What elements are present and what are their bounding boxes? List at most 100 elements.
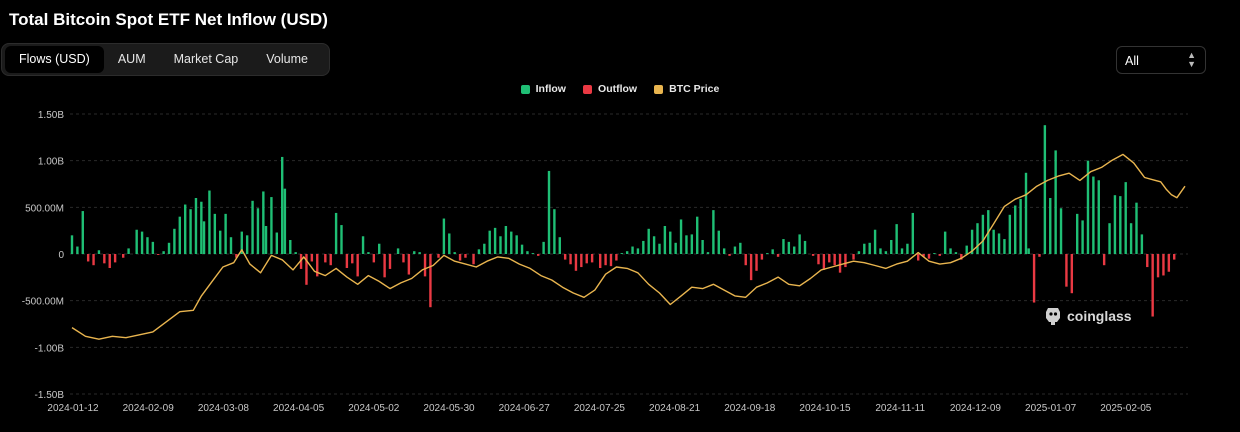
x-tick-label: 2024-11-11 [875,403,925,414]
inflow-bar [771,249,774,254]
outflow-bar [383,254,386,278]
x-tick-label: 2025-02-05 [1100,403,1152,414]
inflow-bar [367,252,370,254]
legend-item-btc-price[interactable]: BTC Price [654,83,719,95]
inflow-bar [493,227,497,254]
btc-price-line [71,153,1186,340]
inflow-bar [992,229,995,254]
inflow-bar [1054,150,1057,254]
inflow-bar [1081,220,1084,254]
inflow-bar [1124,182,1127,254]
inflow-bar [722,248,726,254]
inflow-bar [200,201,203,254]
inflow-bar [173,228,176,254]
outflow-swatch [583,84,593,94]
tab-aum[interactable]: AUM [117,52,146,66]
inflow-bar [981,214,985,254]
inflow-bar [733,246,737,254]
inflow-bar [477,249,481,254]
inflow-bar [900,248,904,254]
outflow-bar [609,254,613,267]
y-tick-label: 1.50B [38,110,64,121]
inflow-bar [857,251,861,254]
outflow-bar [580,254,583,268]
inflow-bar [642,240,645,254]
inflow-bar [679,219,683,254]
x-tick-label: 2024-06-27 [499,403,551,414]
coinglass-logo-icon [1046,308,1060,325]
inflow-bar [879,248,882,254]
inflow-bar [70,235,74,254]
inflow-bar [739,242,742,254]
inflow-bar [701,240,704,254]
inflow-bar [943,231,947,254]
outflow-bar [316,254,319,277]
time-range-select[interactable]: All ▲ ▼ [1116,46,1206,74]
outflow-bar [615,254,618,261]
inflow-bar [151,241,155,254]
x-tick-label: 2024-07-25 [574,403,626,414]
inflow-bar [194,198,198,254]
outflow-bar [157,254,160,255]
outflow-bar [122,254,125,258]
outflow-bar [604,254,607,266]
inflow-bar [1003,239,1006,254]
outflow-bar [760,254,764,260]
inflow-bar [658,243,661,254]
x-tick-label: 2024-09-18 [724,403,776,414]
inflow-bar [1140,234,1144,254]
inflow-bar [970,229,974,254]
inflow-bar [504,226,508,254]
inflow-bar [663,226,667,254]
outflow-bar [749,254,753,281]
x-tick-label: 2024-05-02 [348,403,400,414]
outflow-bar [388,254,392,269]
x-tick-label: 2024-03-08 [198,403,250,414]
inflow-bar [240,231,243,254]
inflow-bar [140,231,144,254]
outflow-bar [235,254,238,258]
inflow-bar [965,245,968,254]
outflow-bar [92,254,95,266]
inflow-bar [1008,214,1012,254]
outflow-bar [817,254,820,265]
tab-flows-usd[interactable]: Flows (USD) [5,46,104,73]
inflow-bar [294,252,297,254]
inflow-bar [229,237,233,254]
inflow-bar [1049,198,1052,254]
outflow-bar [755,254,758,271]
outflow-bar [351,254,354,264]
inflow-bar [340,225,343,254]
x-tick-label: 2024-02-09 [123,403,175,414]
legend-item-outflow[interactable]: Outflow [583,83,637,95]
inflow-bar [863,243,866,254]
chart-title: Total Bitcoin Spot ETF Net Inflow (USD) [9,10,328,29]
outflow-bar [305,254,308,285]
tab-volume[interactable]: Volume [266,52,308,66]
outflow-bar [537,254,540,256]
outflow-bar [113,254,117,263]
inflow-bar [712,210,715,254]
legend-item-inflow[interactable]: Inflow [520,83,566,95]
inflow-bar [1024,172,1028,254]
inflow-bar [636,248,640,254]
inflow-bar [183,204,187,254]
outflow-bar [574,254,578,271]
y-tick-label: -500.00M [22,297,64,308]
tab-market-cap[interactable]: Market Cap [173,52,239,66]
inflow-bar [976,223,979,254]
inflow-bar [685,235,688,254]
x-tick-label: 2024-01-12 [47,403,99,414]
inflow-bar [1043,125,1047,254]
outflow-bar [402,254,405,263]
inflow-bar [483,243,486,254]
inflow-bar [793,246,796,254]
inflow-bar [213,213,217,254]
inflow-bar [378,243,381,254]
outflow-bar [852,254,855,260]
inflow-bar [76,246,79,254]
inflow-bar [526,251,529,254]
y-tick-label: 1.00B [38,157,64,168]
inflow-bar [553,209,556,254]
outflow-bar [299,254,303,269]
